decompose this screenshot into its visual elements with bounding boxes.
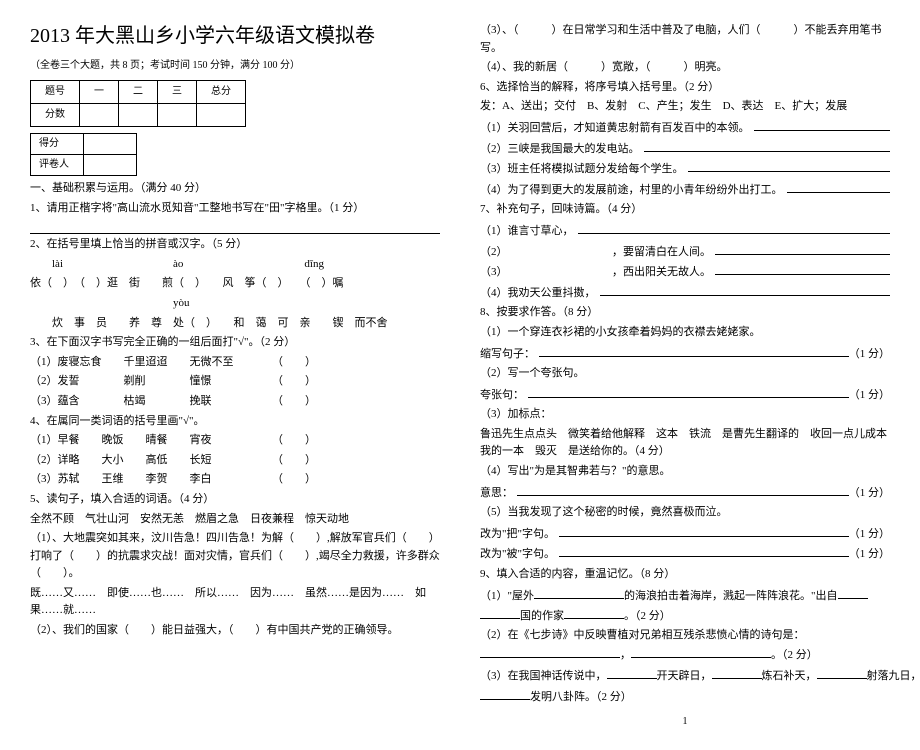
q7-1: （1）谁言寸草心， [480,221,890,241]
q9-3b: 发明八卦阵。（2 分） [480,687,890,707]
q4-3: （3）苏轼 王维 李贺 李白 （ ） [30,471,440,489]
q7-2: （2） ，要留清白在人间。 [480,242,890,262]
q6-3: （3）班主任将模拟试题分发给每个学生。 [480,159,890,179]
score-c2 [119,104,158,127]
score-h1: 一 [80,81,119,104]
q2: 2、在括号里填上恰当的拼音或汉字。（5 分） [30,236,440,254]
score-row2: 分数 [31,104,80,127]
q4-2: （2）详略 大小 高低 长短 （ ） [30,452,440,470]
left-column: 2013 年大黑山乡小学六年级语文模拟卷 （全卷三个大题，共 8 页；考试时间 … [30,20,440,730]
q9-1: （1）"屋外 的海浪拍击着海岸，溅起一阵阵浪花。"出自 [480,586,890,606]
q3: 3、在下面汉字书写完全正确的一组后面打"√"。（2 分） [30,334,440,352]
q9-2b: ，。（2 分） [480,645,890,665]
q3-3: （3）蕴含 枯竭 挽联 （ ） [30,393,440,411]
score-h0: 题号 [31,81,80,104]
q8-3a: 鲁迅先生点点头 微笑着给他解释 这本 铁流 是曹先生翻译的 收回一点儿成本 我的… [480,426,890,461]
q2-row2: 依（ ） （ ）逛 街 煎（ ） 风 筝（ ） （ ）嘱 [30,275,440,293]
q8-3: （3）加标点： [480,406,890,424]
q3-1: （1）废寝忘食 千里迢迢 无微不至 （ ） [30,354,440,372]
q8-4: （4）写出"为是其智弗若与？"的意思。 [480,463,890,481]
r4: （4）、我的新居（ ）宽敞，（ ）明亮。 [480,59,890,77]
page-number: 1 [480,714,890,730]
q6-opts: 发：A、送出；交付 B、发射 C、产生；发生 D、表达 E、扩大；发展 [480,98,890,116]
q2-row1: lài ào dīng [30,256,440,274]
q5: 5、读句子，填入合适的词语。（4 分） [30,491,440,509]
exam-subtitle: （全卷三个大题，共 8 页；考试时间 150 分钟，满分 100 分） [30,58,440,74]
q4: 4、在属同一类词语的括号里画"√"。 [30,413,440,431]
grader-r2: 评卷人 [31,155,84,176]
q7: 7、补充句子，回味诗篇。（4 分） [480,201,890,219]
score-table: 题号 一 二 三 总分 分数 [30,80,246,127]
q2-row3: yòu [30,295,440,313]
grader-blank1 [84,134,137,155]
q5-2: 既……又…… 即使……也…… 所以…… 因为…… 虽然……是因为…… 如果……就… [30,585,440,620]
q9-3: （3）在我国神话传说中， 开天辟日， 炼石补天， 射落九日， [480,666,890,686]
score-h2: 二 [119,81,158,104]
q8-4a: 意思：（1 分） [480,483,890,503]
q9-2: （2）在《七步诗》中反映曹植对兄弟相互残杀悲愤心情的诗句是： [480,627,890,645]
q1: 1、请用正楷字将"高山流水觅知音"工整地书写在"田"字格里。（1 分） [30,200,440,218]
q8-5a: 改为"把"字句。（1 分） [480,524,890,544]
grader-r1: 得分 [31,134,84,155]
q6-2: （2）三峡是我国最大的发电站。 [480,139,890,159]
q8: 8、按要求作答。（8 分） [480,304,890,322]
grader-blank2 [84,155,137,176]
section1-head: 一、基础积累与运用。（满分 40 分） [30,180,440,198]
q7-3: （3） ，西出阳关无故人。 [480,262,890,282]
q8-2a: 夸张句：（1 分） [480,385,890,405]
q2-row4: 炊 事 员 养 尊 处（ ） 和 蔼 可 亲 锲 而不舍 [30,315,440,333]
r3: （3）、（ ）在日常学习和生活中普及了电脑，人们（ ）不能丢弃用笔书写。 [480,22,890,57]
q8-1a: 缩写句子：（1 分） [480,344,890,364]
q9-1b: 国的作家。（2 分） [480,606,890,626]
score-c3 [158,104,197,127]
grader-table: 得分 评卷人 [30,133,137,176]
q1-blank [30,219,440,234]
q5-3: （2）、我们的国家（ ）能日益强大，（ ）有中国共产党的正确领导。 [30,622,440,640]
q6-4: （4）为了得到更大的发展前途，村里的小青年纷纷外出打工。 [480,180,890,200]
score-c4 [197,104,246,127]
exam-title: 2013 年大黑山乡小学六年级语文模拟卷 [30,20,440,52]
q8-5b: 改为"被"字句。（1 分） [480,544,890,564]
right-column: （3）、（ ）在日常学习和生活中普及了电脑，人们（ ）不能丢弃用笔书写。 （4）… [480,20,890,730]
q4-1: （1）早餐 晚饭 晴餐 宵夜 （ ） [30,432,440,450]
q9: 9、填入合适的内容，重温记忆。（8 分） [480,566,890,584]
q8-5: （5）当我发现了这个秘密的时候，竟然喜极而泣。 [480,504,890,522]
q7-4: （4）我劝天公重抖擞， [480,283,890,303]
q6: 6、选择恰当的解释，将序号填入括号里。（2 分） [480,79,890,97]
q8-2: （2）写一个夸张句。 [480,365,890,383]
q6-1: （1）关羽回营后，才知道黄忠射箭有百发百中的本领。 [480,118,890,138]
q5-line1: 全然不顾 气壮山河 安然无恙 燃眉之急 日夜兼程 惊天动地 [30,511,440,529]
score-h3: 三 [158,81,197,104]
score-c1 [80,104,119,127]
q5-1: （1）、大地震突如其来，汶川告急！四川告急！为解（ ）,解放军官兵们（ ）打响了… [30,530,440,583]
score-h4: 总分 [197,81,246,104]
q8-1: （1）一个穿连衣衫裙的小女孩牵着妈妈的衣襟去姥姥家。 [480,324,890,342]
q3-2: （2）发誓 剃削 憧憬 （ ） [30,373,440,391]
